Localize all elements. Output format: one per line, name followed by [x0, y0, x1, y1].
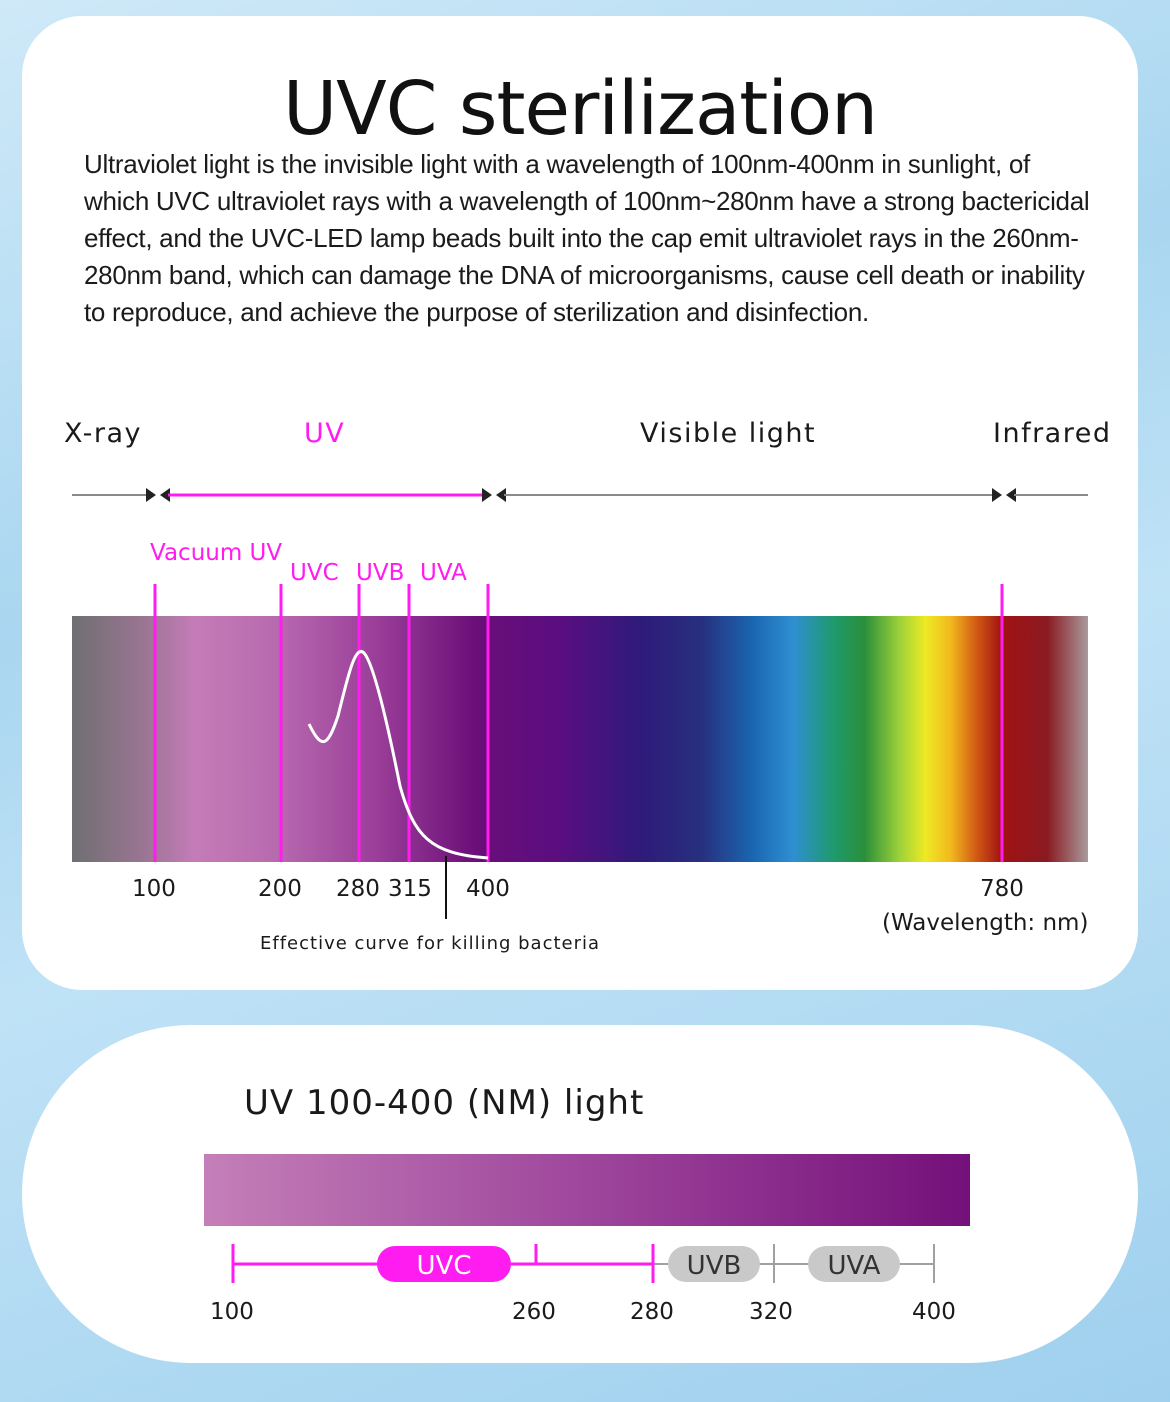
tick-780: 780: [980, 876, 1024, 902]
wavelength-unit-label: (Wavelength: nm): [882, 910, 1088, 936]
intro-paragraph: Ultraviolet light is the invisible light…: [84, 149, 1090, 327]
tick-315: 315: [388, 876, 432, 902]
tick-100: 100: [132, 876, 176, 902]
tick-400: 400: [466, 876, 510, 902]
uv-tick-100: 100: [210, 1299, 254, 1325]
uv-tick-260: 260: [512, 1299, 556, 1325]
uvc-pill: UVC: [377, 1246, 511, 1282]
uv-range-title: UV 100-400 (NM) light: [244, 1083, 644, 1123]
uvb-pill: UVB: [668, 1246, 760, 1282]
page-title: UVC sterilization: [282, 66, 878, 152]
uv-range-panel: UV 100-400 (NM) light UVC UVB UVA 100 2: [22, 1025, 1138, 1363]
band-range-arrows: [72, 488, 1088, 502]
uv-tick-280: 280: [630, 1299, 674, 1325]
uvc-pill-label: UVC: [417, 1251, 472, 1281]
sub-band-uvc: UVC: [290, 560, 339, 586]
uvc-info-panel: UVC sterilization Ultraviolet light is t…: [22, 16, 1138, 990]
sub-band-uvb: UVB: [356, 560, 404, 586]
spectrum-bar: [72, 616, 1088, 862]
band-label-xray: X-ray: [64, 418, 142, 449]
uva-pill: UVA: [808, 1246, 900, 1282]
band-label-infrared: Infrared: [993, 418, 1111, 449]
uv-tick-400: 400: [912, 1299, 956, 1325]
sub-band-vacuum-uv: Vacuum UV: [150, 540, 282, 566]
uv-gradient-bar: [204, 1154, 970, 1226]
bactericidal-curve: [307, 649, 489, 860]
band-label-visible: Visible light: [640, 418, 816, 449]
tick-280: 280: [336, 876, 380, 902]
spectrum-diagram: X-ray UV Visible light Infrared Vacuum U…: [64, 418, 1111, 954]
uvb-pill-label: UVB: [687, 1251, 742, 1281]
uv-tick-320: 320: [749, 1299, 793, 1325]
sub-band-uva: UVA: [420, 560, 467, 586]
tick-200: 200: [258, 876, 302, 902]
curve-caption: Effective curve for killing bacteria: [260, 933, 600, 954]
uva-pill-label: UVA: [828, 1251, 881, 1281]
band-label-uv: UV: [304, 418, 345, 449]
uv-range-diagram: UV 100-400 (NM) light UVC UVB UVA 100 2: [204, 1083, 970, 1325]
